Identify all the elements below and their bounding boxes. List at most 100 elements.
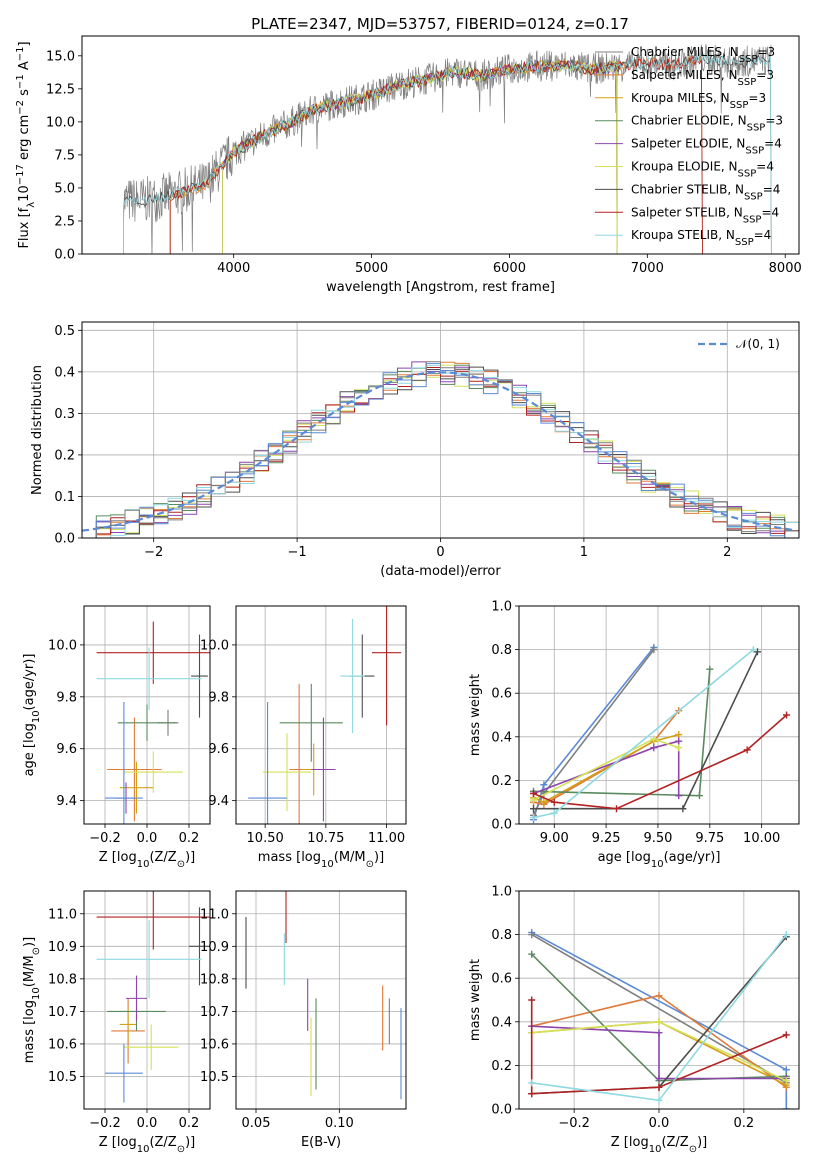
chart-age_vs_Z: −0.2 0.0 0.2 9.4 9.6 9.8 10.0 Z [log10(Z/Z⊙)] ag…: [22, 605, 211, 870]
weight-marker: [675, 737, 683, 745]
y-tick-label: 10.8: [48, 972, 77, 987]
weight-marker: [655, 1074, 663, 1082]
weight-marker: [655, 1083, 663, 1091]
weight-marker: [540, 781, 548, 789]
y-tick-label: 10.7: [200, 1005, 229, 1020]
weight-marker: [530, 813, 538, 821]
plot-area: [123, 44, 772, 254]
legend-label: Salpeter STELIB, NSSP=4: [631, 205, 779, 225]
x-tick-label: 0.0: [649, 1116, 670, 1131]
axes-frame: [81, 321, 800, 539]
x-tick-label: 8000: [769, 261, 802, 276]
figure-title: PLATE=2347, MJD=53757, FIBERID=0124, z=0…: [251, 15, 629, 33]
y-tick-label: 10.6: [200, 1037, 229, 1052]
y-tick-label: 10.0: [200, 638, 229, 653]
weight-series-line: [533, 740, 680, 796]
weight-series-line: [533, 710, 680, 806]
y-tick-label: 10.9: [48, 940, 77, 955]
weight-marker: [783, 711, 791, 719]
weight-series-line: [531, 933, 787, 1084]
y-tick-label: 10.5: [200, 1070, 229, 1085]
legend-label: Chabrier ELODIE, NSSP=3: [631, 114, 783, 134]
legend-label: Salpeter ELODIE, NSSP=4: [631, 137, 782, 157]
plot-area: [519, 606, 799, 824]
weight-marker: [528, 1090, 536, 1098]
x-axis-label: mass [log10(M/M⊙)]: [258, 850, 384, 870]
x-tick-label: −1: [288, 545, 307, 560]
y-tick-label: 9.8: [208, 690, 229, 705]
weight-marker: [655, 1029, 663, 1037]
y-tick-label: 12.5: [46, 82, 75, 97]
x-tick-label: 0.05: [242, 1116, 271, 1131]
x-tick-label: −0.2: [89, 831, 121, 846]
y-tick-label: 0.0: [491, 818, 512, 833]
weight-marker: [530, 789, 538, 797]
x-tick-label: 2: [723, 545, 731, 560]
y-axis-label: Flux [fλ10−17 erg cm−2 s−1 A−1]: [15, 41, 37, 248]
y-tick-label: 7.5: [54, 148, 75, 163]
weight-marker: [675, 731, 683, 739]
weight-marker: [528, 1079, 536, 1087]
x-tick-label: 0.0: [137, 831, 158, 846]
y-tick-label: 0.2: [54, 448, 75, 463]
x-tick-label: 9.25: [592, 831, 621, 846]
weight-marker: [530, 796, 538, 804]
weight-series-line: [530, 1000, 787, 1095]
x-axis-label: Z [log10(Z/Z⊙)]: [99, 1135, 196, 1155]
weight-marker: [612, 805, 620, 813]
y-tick-label: 5.0: [54, 181, 75, 196]
weight-series-line: [533, 733, 679, 804]
x-tick-label: 0.2: [179, 1116, 200, 1131]
weight-marker: [743, 746, 751, 754]
plot-area: [236, 606, 406, 824]
x-tick-label: 0.2: [734, 1116, 755, 1131]
y-axis-label: mass weight: [468, 674, 483, 756]
x-tick-label: 1: [580, 545, 588, 560]
weight-marker: [528, 931, 536, 939]
weight-series-line: [533, 651, 759, 810]
axes-frame: [518, 605, 800, 825]
chart-spectrum: 4000 5000 6000 7000 8000 0.0 2.5 5.0 7.5 10.0 12.5…: [15, 35, 802, 295]
legend-label: 𝒩(0, 1): [736, 337, 780, 351]
y-tick-label: 0.8: [491, 928, 512, 943]
weight-marker: [528, 950, 536, 958]
x-tick-label: −0.2: [558, 1116, 590, 1131]
y-axis-label: age [log10(age/yr)]: [22, 654, 42, 777]
axes-frame: [235, 605, 407, 825]
y-tick-label: 0.6: [491, 972, 512, 987]
weight-marker: [782, 931, 790, 939]
x-tick-label: 10.50: [247, 831, 284, 846]
chart-age_vs_mass: 10.50 10.75 11.00 9.4 9.6 9.8 10.0 mass [log10(…: [200, 605, 407, 870]
legend-label: Salpeter MILES, NSSP=3: [631, 68, 774, 88]
residual-histogram-step: [82, 363, 799, 538]
legend: 𝒩(0, 1): [698, 337, 780, 351]
weight-marker: [675, 744, 683, 752]
y-tick-label: 2.5: [54, 214, 75, 229]
weight-marker: [650, 646, 658, 654]
legend: Chabrier MILES, NSSP=3 Salpeter MILES, NS…: [595, 45, 783, 248]
y-tick-label: 0.6: [491, 687, 512, 702]
y-axis-label: mass weight: [468, 959, 483, 1041]
axes-frame: [83, 605, 211, 825]
weight-marker: [675, 792, 683, 800]
model-spectrum-line: [169, 54, 703, 254]
y-tick-label: 10.5: [48, 1070, 77, 1085]
x-axis-label: age [log10(age/yr)]: [598, 850, 721, 870]
y-tick-label: 0.0: [54, 248, 75, 263]
weight-marker: [782, 1066, 790, 1074]
legend-label: Chabrier STELIB, NSSP=4: [631, 182, 780, 202]
weight-marker: [650, 735, 658, 743]
weight-series-line: [531, 1025, 787, 1080]
y-tick-label: 11.0: [200, 907, 229, 922]
y-tick-label: 0.2: [491, 774, 512, 789]
x-tick-label: 11.00: [368, 831, 405, 846]
chart-residuals: −2 −1 0 1 2 0.0 0.1 0.2 0.3 0.4 0.5 (data-model)/er…: [30, 321, 800, 579]
residual-histogram-step: [82, 361, 799, 538]
x-tick-label: 9.75: [695, 831, 724, 846]
x-tick-label: −2: [144, 545, 163, 560]
weight-marker: [679, 805, 687, 813]
x-tick-label: −0.2: [89, 1116, 121, 1131]
x-tick-label: 0.0: [137, 1116, 158, 1131]
x-tick-label: 0.2: [179, 831, 200, 846]
weight-marker: [528, 996, 536, 1004]
